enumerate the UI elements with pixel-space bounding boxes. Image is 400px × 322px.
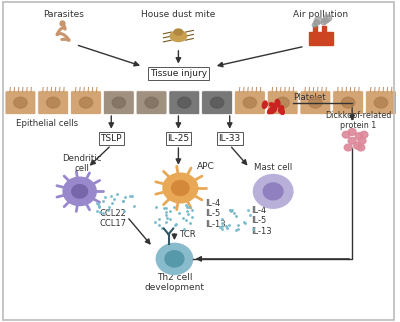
- FancyBboxPatch shape: [38, 91, 69, 114]
- Ellipse shape: [210, 97, 224, 108]
- Ellipse shape: [79, 97, 93, 108]
- Ellipse shape: [374, 97, 388, 108]
- Bar: [313, 26, 316, 33]
- Circle shape: [63, 177, 96, 205]
- FancyBboxPatch shape: [103, 91, 134, 114]
- Ellipse shape: [279, 106, 284, 113]
- Ellipse shape: [46, 97, 60, 108]
- Bar: [322, 26, 326, 33]
- Circle shape: [342, 131, 350, 138]
- Text: CCL22
CCL17: CCL22 CCL17: [100, 209, 127, 228]
- Text: Parasites: Parasites: [44, 10, 84, 19]
- Circle shape: [315, 17, 322, 24]
- FancyBboxPatch shape: [300, 91, 331, 114]
- Ellipse shape: [270, 107, 276, 114]
- FancyBboxPatch shape: [136, 91, 167, 114]
- Text: Dickkopf-related
protein 1: Dickkopf-related protein 1: [325, 111, 391, 130]
- Ellipse shape: [276, 97, 289, 108]
- Text: IL-33: IL-33: [218, 134, 241, 143]
- Circle shape: [321, 21, 326, 25]
- Ellipse shape: [342, 97, 355, 108]
- Bar: [309, 33, 333, 45]
- Ellipse shape: [309, 97, 322, 108]
- Circle shape: [354, 142, 362, 149]
- Circle shape: [314, 20, 320, 25]
- FancyBboxPatch shape: [366, 91, 396, 114]
- Text: TSLP: TSLP: [100, 134, 122, 143]
- FancyBboxPatch shape: [169, 91, 200, 114]
- FancyBboxPatch shape: [234, 91, 265, 114]
- Text: Epithelial cells: Epithelial cells: [16, 119, 78, 128]
- Ellipse shape: [14, 97, 27, 108]
- FancyBboxPatch shape: [5, 91, 36, 114]
- Ellipse shape: [269, 103, 277, 108]
- Circle shape: [72, 185, 88, 198]
- Ellipse shape: [279, 107, 284, 114]
- Text: IL-25: IL-25: [167, 134, 190, 143]
- Text: Air pollution: Air pollution: [293, 10, 348, 19]
- Ellipse shape: [262, 101, 267, 109]
- Ellipse shape: [170, 31, 187, 42]
- Text: IL-4
IL-5
IL-13: IL-4 IL-5 IL-13: [252, 206, 272, 236]
- Ellipse shape: [178, 97, 191, 108]
- Text: Dendritic
cell: Dendritic cell: [62, 154, 101, 174]
- Text: Mast cell: Mast cell: [254, 163, 292, 172]
- Circle shape: [324, 15, 332, 22]
- Ellipse shape: [145, 97, 158, 108]
- Ellipse shape: [243, 97, 256, 108]
- Circle shape: [312, 23, 317, 27]
- Circle shape: [322, 18, 329, 23]
- Text: Platelet: Platelet: [293, 93, 326, 102]
- Text: House dust mite: House dust mite: [141, 10, 216, 19]
- Circle shape: [165, 251, 184, 267]
- FancyBboxPatch shape: [267, 91, 298, 114]
- Circle shape: [348, 128, 356, 135]
- FancyBboxPatch shape: [70, 91, 101, 114]
- Circle shape: [156, 243, 193, 274]
- Circle shape: [172, 181, 189, 195]
- Ellipse shape: [275, 99, 280, 107]
- Ellipse shape: [268, 107, 274, 114]
- Text: Th2 cell
development: Th2 cell development: [144, 273, 204, 292]
- Ellipse shape: [174, 29, 183, 35]
- FancyBboxPatch shape: [202, 91, 232, 114]
- Circle shape: [263, 183, 283, 200]
- Circle shape: [360, 131, 368, 138]
- Circle shape: [348, 137, 356, 144]
- Circle shape: [163, 173, 198, 203]
- Circle shape: [358, 137, 366, 144]
- Circle shape: [357, 144, 365, 151]
- Circle shape: [355, 133, 363, 139]
- Text: Tissue injury: Tissue injury: [150, 69, 207, 78]
- Text: APC: APC: [197, 162, 215, 171]
- Text: TCR: TCR: [180, 230, 196, 239]
- Text: IL-4
IL-5
IL-13: IL-4 IL-5 IL-13: [205, 199, 226, 229]
- Circle shape: [254, 175, 293, 208]
- Circle shape: [344, 144, 352, 151]
- Ellipse shape: [112, 97, 125, 108]
- FancyBboxPatch shape: [333, 91, 364, 114]
